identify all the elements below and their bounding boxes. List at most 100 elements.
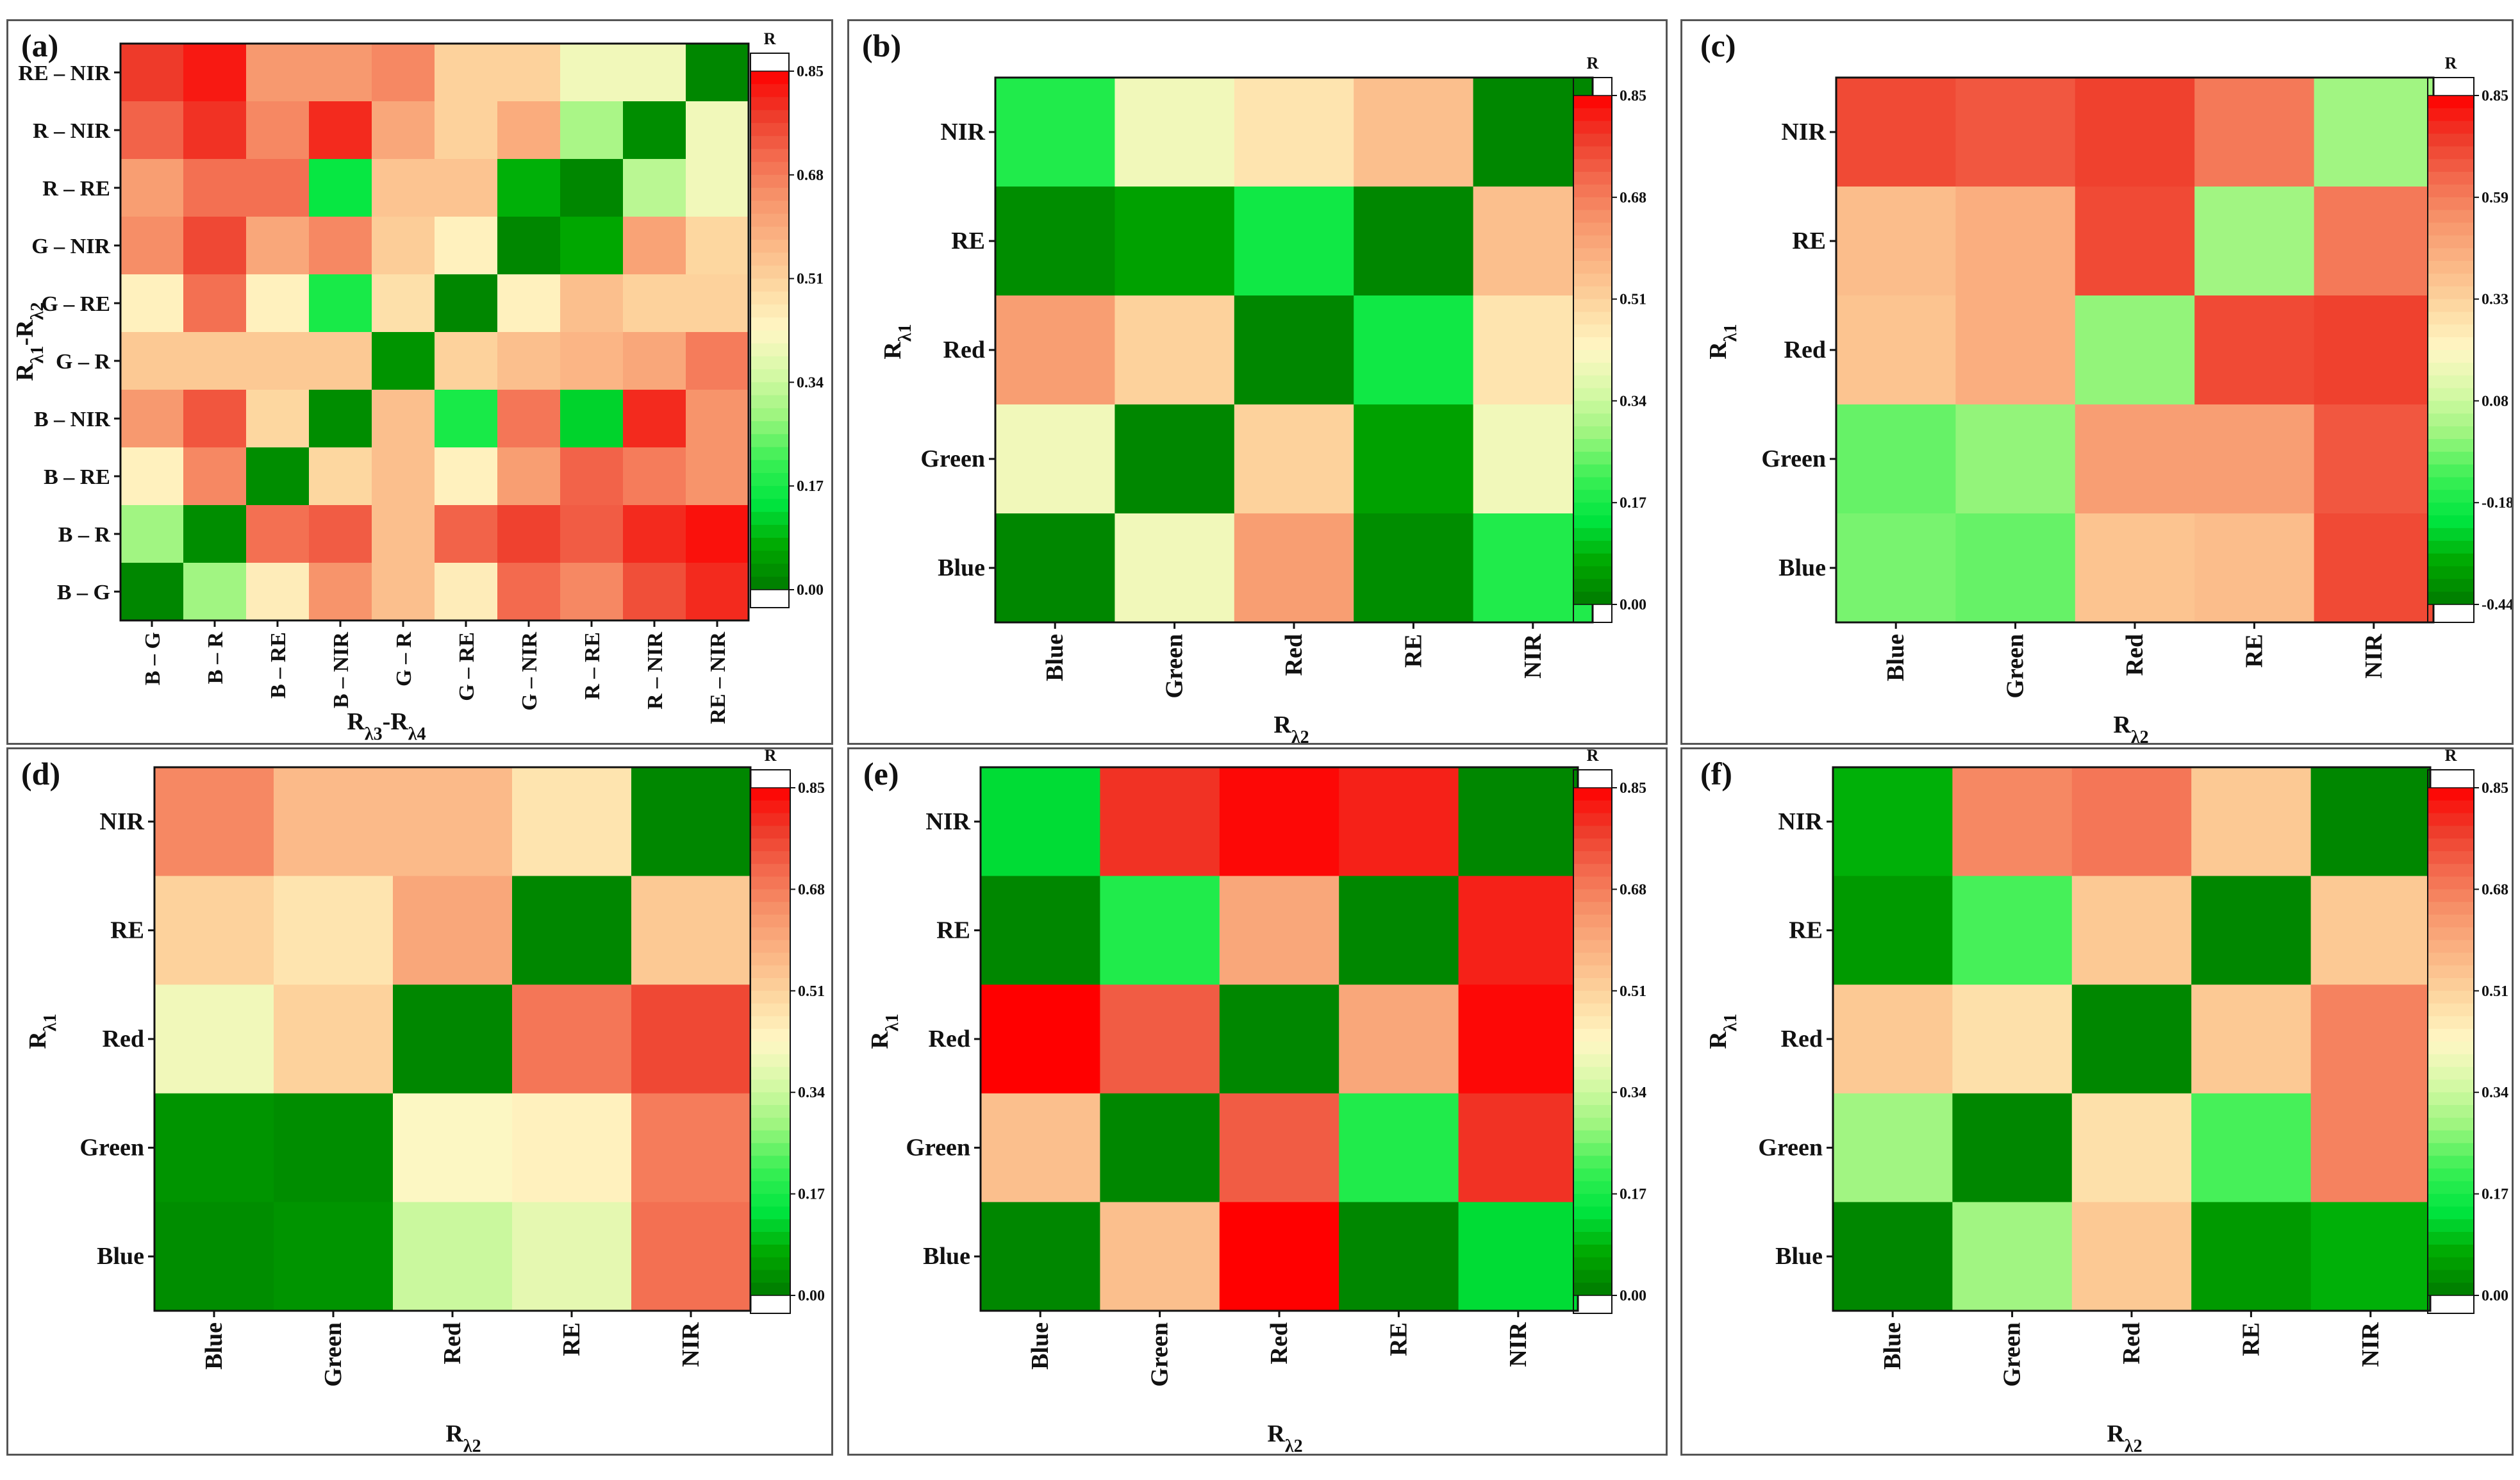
heatmap-cell [1100, 985, 1220, 1094]
colorbar-segment [2428, 159, 2474, 172]
colorbar-segment [2428, 915, 2474, 928]
heatmap-cell [246, 274, 310, 333]
colorbar-segment [750, 136, 789, 149]
heatmap-cell [623, 332, 686, 390]
colorbar-segment [2428, 1168, 2474, 1182]
colorbar-segment [750, 538, 789, 551]
heatmap-cell [309, 505, 372, 563]
heatmap-cell [1458, 1093, 1579, 1202]
x-tick-label: Blue [1041, 634, 1068, 681]
heatmap-cell [393, 876, 513, 985]
x-tick-label: Blue [1879, 1322, 1906, 1370]
colorbar-segment [1573, 1042, 1612, 1055]
heatmap-cell [1952, 985, 2073, 1094]
colorbar-segment [750, 551, 789, 565]
colorbar-segment [1573, 1067, 1612, 1080]
colorbar-segment [2428, 1079, 2474, 1093]
colorbar-segment [1573, 146, 1612, 160]
colorbar-tick-label: 0.17 [2482, 1186, 2508, 1203]
heatmap-cell [623, 217, 686, 275]
heatmap-cell [274, 1202, 394, 1311]
y-tick-label: Green [1758, 1135, 1823, 1161]
colorbar-segment [1573, 889, 1612, 902]
heatmap-cell [309, 390, 372, 448]
heatmap-cell [1234, 513, 1354, 623]
colorbar-segment [2428, 146, 2474, 160]
colorbar-segment [2428, 490, 2474, 503]
colorbar-segment [2428, 1117, 2474, 1131]
heatmap-cell [1458, 985, 1579, 1094]
colorbar-segment [1573, 299, 1612, 313]
heatmap-cell [2071, 876, 2192, 985]
colorbar-segment [1573, 121, 1612, 135]
y-tick-label: Blue [1778, 554, 1826, 581]
heatmap-cell [2071, 1093, 2192, 1202]
heatmap-cell [154, 1202, 274, 1311]
heatmap-cell [372, 274, 435, 333]
x-tick-label: Red [1266, 1322, 1293, 1364]
colorbar-tick-label: 0.85 [1620, 780, 1646, 797]
heatmap-cell [623, 101, 686, 160]
colorbar-segment [2428, 1042, 2474, 1055]
heatmap-cell [2075, 78, 2195, 187]
heatmap-cell [995, 404, 1115, 514]
heatmap-cell [274, 985, 394, 1094]
heatmap-cell [2075, 187, 2195, 296]
x-tick-label: RE [558, 1322, 585, 1356]
colorbar-segment [2428, 1054, 2474, 1068]
colorbar-tick-label: 0.51 [797, 271, 824, 288]
y-tick-label: Red [929, 1026, 970, 1052]
heatmap-cell [560, 390, 624, 448]
heatmap-cell [1115, 513, 1235, 623]
colorbar-tick-label: 0.00 [2482, 1288, 2508, 1304]
heatmap-cell [2310, 1202, 2431, 1311]
colorbar-segment [750, 902, 790, 915]
colorbar-segment [2428, 540, 2474, 554]
colorbar-segment [2428, 312, 2474, 325]
colorbar-tick-label: 0.51 [2482, 983, 2508, 1000]
colorbar-tick-label: 0.33 [2482, 292, 2508, 308]
heatmap-cell [512, 876, 632, 985]
colorbar-frame [1573, 77, 1612, 623]
colorbar-segment [2428, 388, 2474, 401]
colorbar-segment [1573, 1054, 1612, 1068]
colorbar-segment [750, 1092, 790, 1106]
heatmap-cell [1219, 767, 1339, 877]
colorbar-tick-label: 0.85 [797, 63, 824, 80]
heatmap-cell [435, 563, 498, 621]
colorbar-segment [1573, 1283, 1612, 1296]
heatmap-cell [497, 563, 561, 621]
heatmap-cell [631, 1202, 751, 1311]
panel-d: (d) NIR RE Red Green Blue Blue Green Red RE NIR Rλ2… [6, 747, 833, 1456]
colorbar-segment [2428, 927, 2474, 941]
colorbar-tick-label: 0.68 [2482, 881, 2508, 898]
colorbar-tick-label: 0.17 [1620, 1186, 1646, 1203]
colorbar-segment [1573, 838, 1612, 852]
colorbar-tick-label: 0.00 [797, 582, 824, 599]
heatmap-cell [246, 159, 310, 217]
heatmap-cell [995, 295, 1115, 405]
colorbar-segment [750, 472, 789, 486]
colorbar-segment [2428, 566, 2474, 579]
heatmap-cell [372, 447, 435, 506]
heatmap-cell [623, 274, 686, 333]
heatmap-cell [372, 505, 435, 563]
heatmap-cell [623, 505, 686, 563]
heatmap-cell [1219, 1202, 1339, 1311]
y-tick-label: RE [1789, 917, 1823, 944]
colorbar-segment [750, 1283, 790, 1296]
heatmap-cell [1955, 404, 2076, 514]
colorbar-segment [750, 226, 789, 240]
colorbar-segment [750, 1117, 790, 1131]
colorbar-segment [750, 174, 789, 188]
colorbar-segment [2428, 1067, 2474, 1080]
heatmap-cell [1836, 404, 1956, 514]
colorbar-tick-label: 0.68 [797, 167, 824, 184]
colorbar-segment [2428, 889, 2474, 902]
colorbar-segment [750, 524, 789, 538]
heatmap-cell [981, 1093, 1100, 1202]
colorbar-segment [750, 889, 790, 902]
colorbar-segment [750, 990, 790, 1004]
colorbar-segment [750, 1067, 790, 1080]
heatmap-cell [2194, 404, 2315, 514]
